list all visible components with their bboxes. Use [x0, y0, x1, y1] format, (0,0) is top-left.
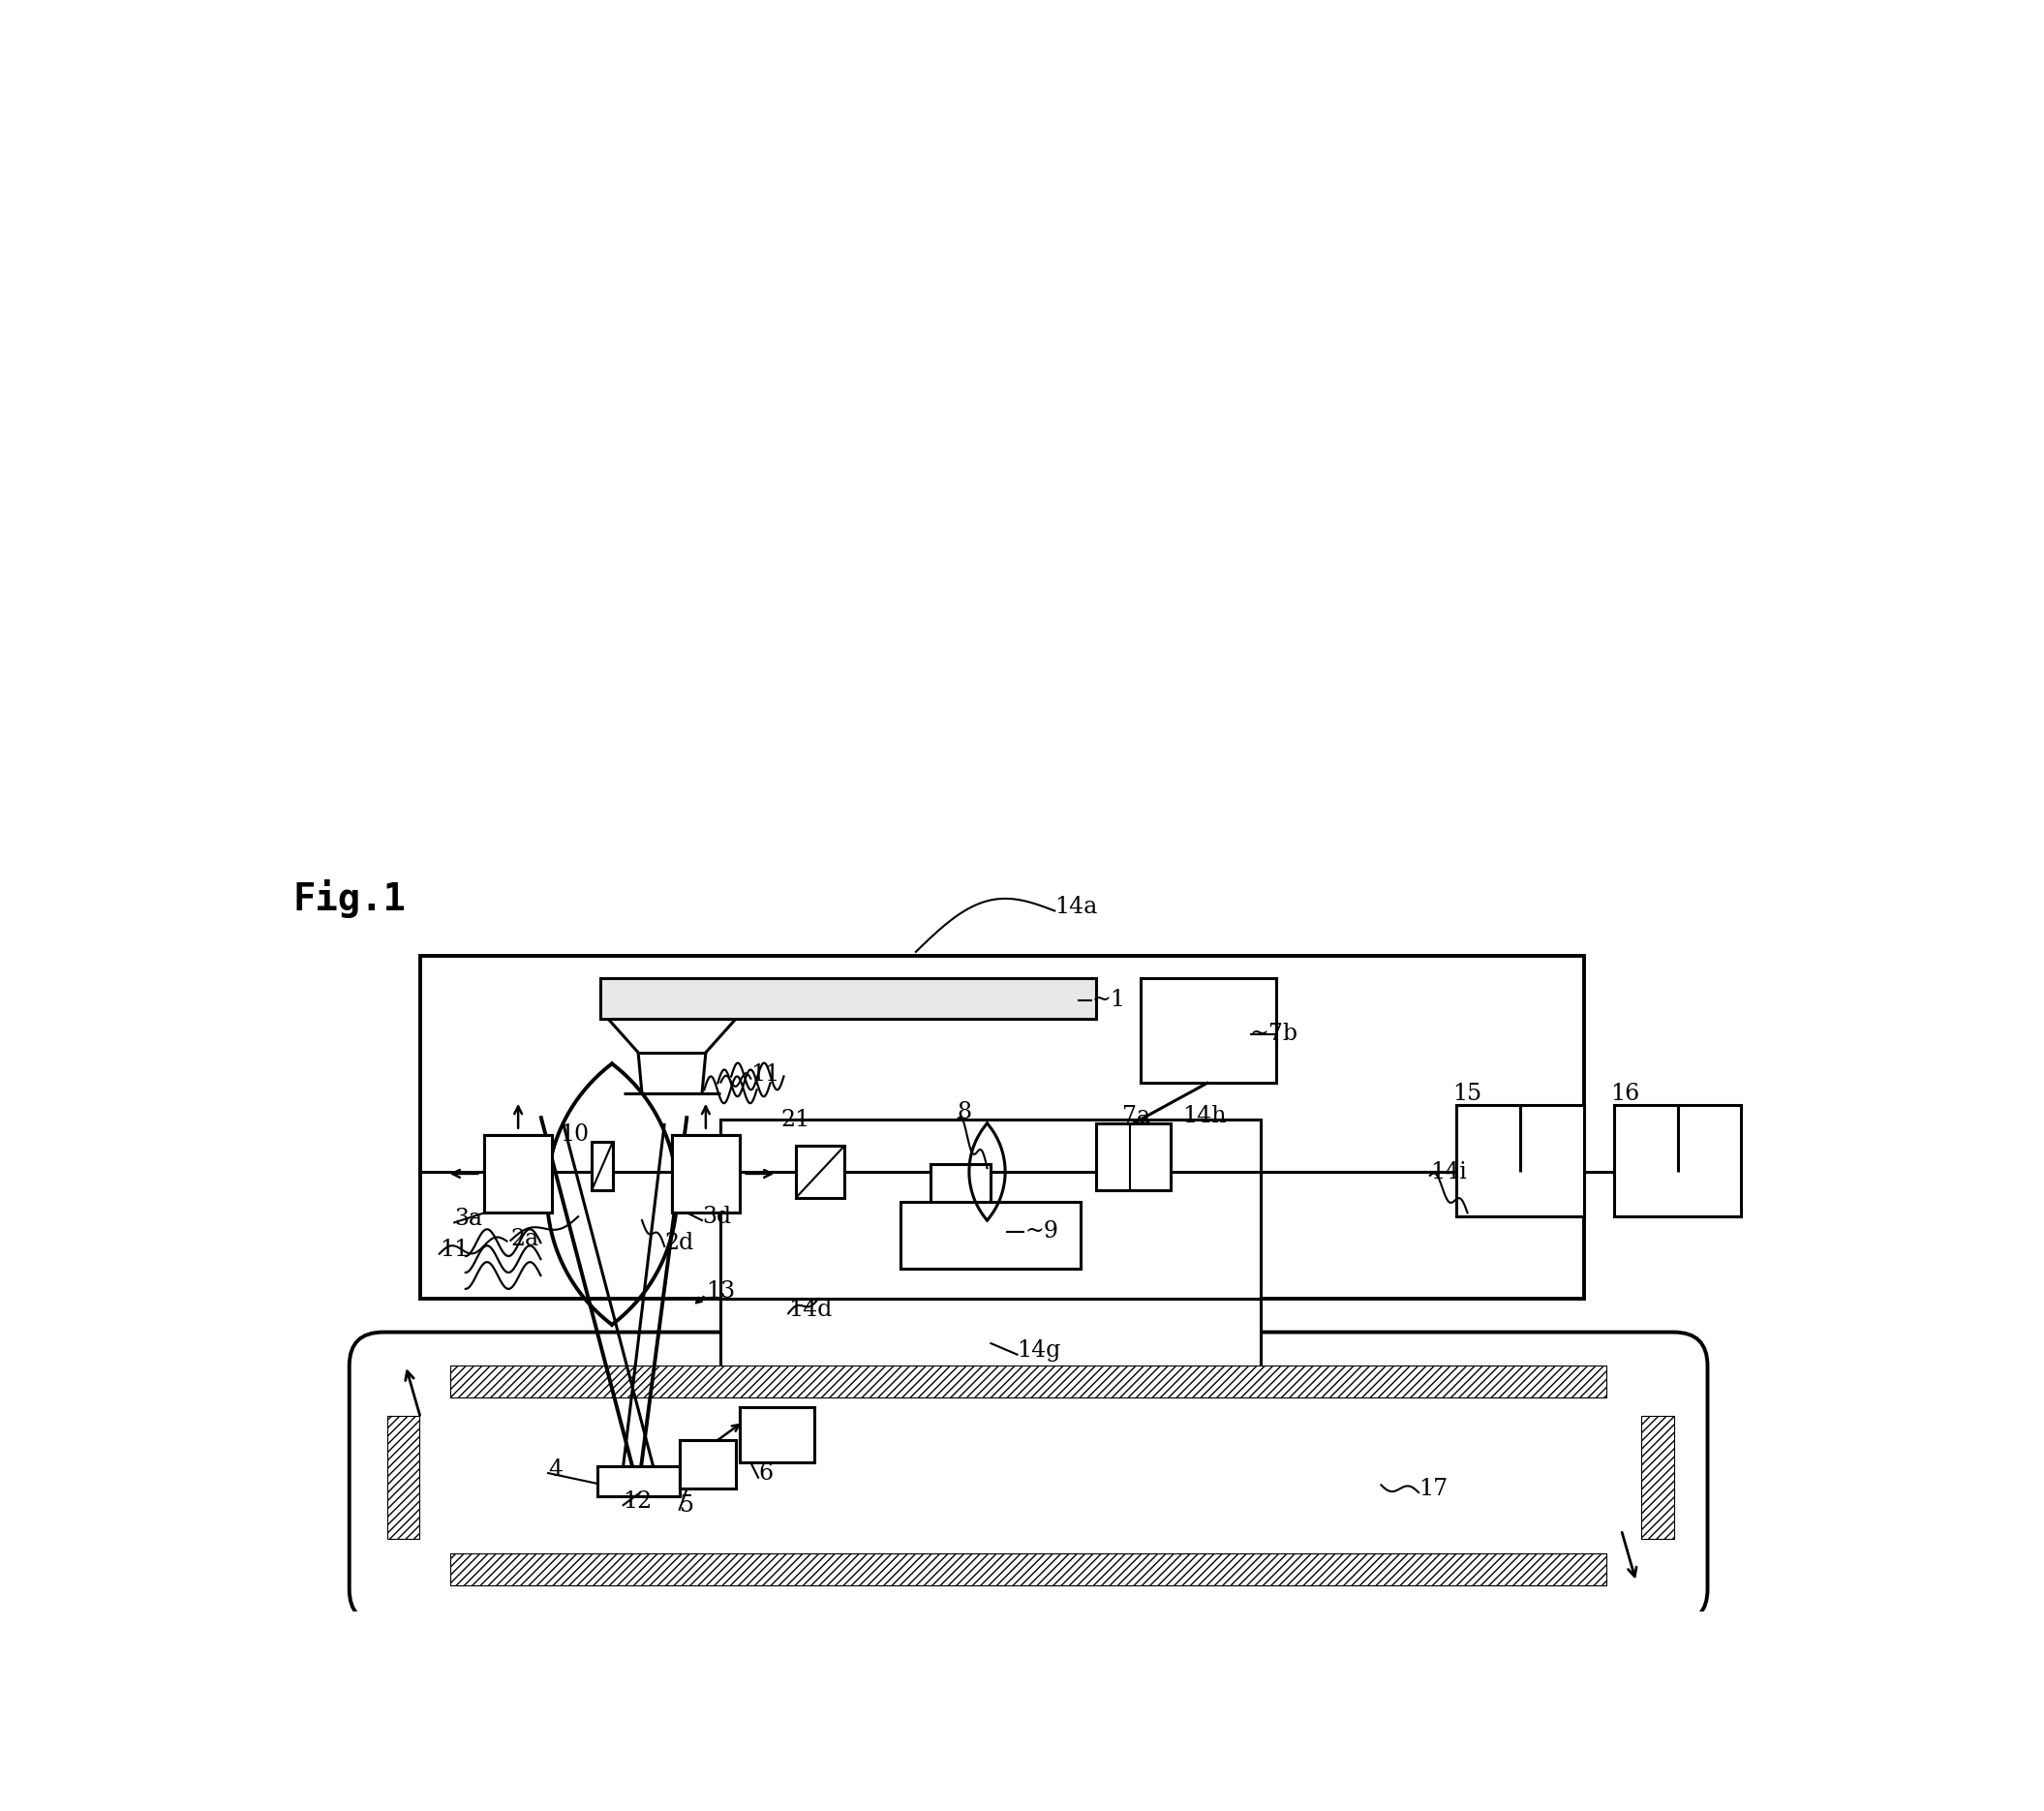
- Bar: [740, 1407, 816, 1463]
- Text: 11: 11: [750, 1063, 781, 1087]
- Text: 14a: 14a: [1055, 896, 1098, 918]
- Bar: [421, 956, 1584, 1298]
- Bar: [1141, 978, 1275, 1083]
- Text: 8: 8: [957, 1101, 971, 1123]
- Bar: [679, 1440, 736, 1489]
- Polygon shape: [591, 1143, 613, 1190]
- Bar: [597, 1467, 679, 1496]
- Text: 5: 5: [679, 1494, 695, 1518]
- Bar: [1455, 1105, 1584, 1217]
- Text: 12: 12: [623, 1490, 652, 1512]
- Text: ~7b: ~7b: [1249, 1023, 1298, 1045]
- Bar: [450, 1365, 1607, 1398]
- Text: ~9: ~9: [1024, 1221, 1059, 1242]
- Bar: [722, 1119, 1261, 1298]
- Text: 2d: 2d: [664, 1231, 693, 1253]
- Bar: [1641, 1416, 1674, 1539]
- Bar: [601, 978, 1096, 1020]
- Text: Fig.1: Fig.1: [292, 880, 407, 918]
- Bar: [484, 1134, 552, 1213]
- Text: ~1: ~1: [1091, 989, 1126, 1012]
- Bar: [930, 1164, 991, 1203]
- Text: 7a: 7a: [1122, 1105, 1151, 1126]
- Bar: [901, 1203, 1081, 1270]
- Text: 14i: 14i: [1431, 1161, 1466, 1183]
- Text: 13: 13: [705, 1280, 736, 1302]
- Text: 14d: 14d: [789, 1298, 832, 1320]
- Bar: [484, 1134, 552, 1213]
- Bar: [1096, 1123, 1171, 1190]
- Text: 2a: 2a: [511, 1228, 540, 1250]
- Text: 6: 6: [758, 1463, 773, 1485]
- Text: 16: 16: [1611, 1083, 1639, 1105]
- Bar: [1613, 1105, 1741, 1217]
- Text: 21: 21: [781, 1108, 809, 1130]
- Text: 3a: 3a: [454, 1208, 482, 1230]
- Text: 15: 15: [1453, 1083, 1482, 1105]
- Bar: [672, 1134, 740, 1213]
- Text: 14g: 14g: [1018, 1340, 1061, 1362]
- Text: 14h: 14h: [1181, 1105, 1226, 1126]
- Bar: [740, 1407, 816, 1463]
- Bar: [386, 1416, 419, 1539]
- Bar: [722, 1298, 1261, 1396]
- Text: 4: 4: [548, 1460, 562, 1481]
- Bar: [450, 1554, 1607, 1586]
- Text: 17: 17: [1419, 1478, 1447, 1500]
- FancyBboxPatch shape: [350, 1333, 1707, 1623]
- Bar: [672, 1134, 740, 1213]
- Text: 10: 10: [560, 1123, 589, 1146]
- Text: 3d: 3d: [701, 1206, 732, 1228]
- Bar: [679, 1440, 736, 1489]
- Bar: [795, 1146, 844, 1197]
- Text: 11: 11: [439, 1239, 468, 1260]
